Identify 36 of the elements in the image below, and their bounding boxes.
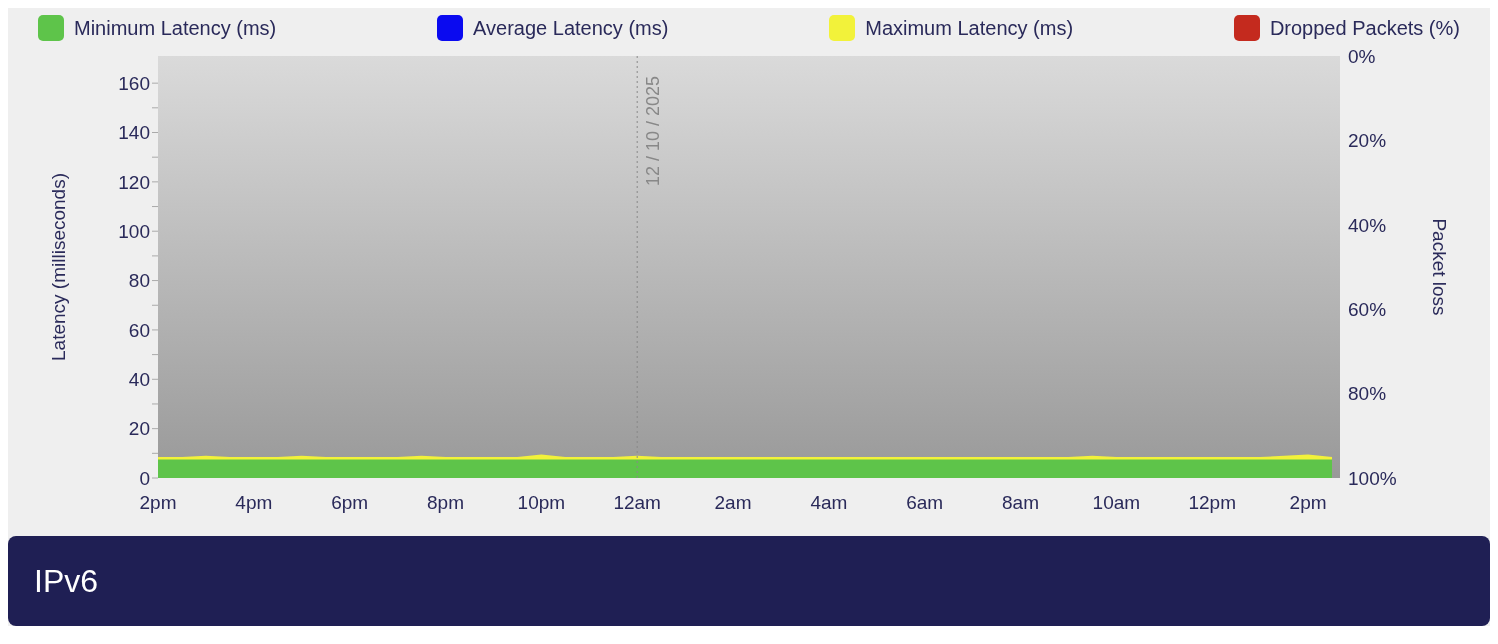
y-tick-label: 20: [128, 418, 150, 440]
y-tick-label: 140: [118, 122, 150, 144]
y-tick-label: 60: [128, 319, 150, 341]
x-tick-label: 4pm: [235, 492, 273, 514]
y-tick-label: 0: [139, 467, 150, 489]
y2-tick-label: 0%: [1348, 45, 1376, 67]
x-tick-label: 10am: [1092, 492, 1141, 514]
legend-label: Average Latency (ms): [473, 16, 669, 40]
y2-tick-label: 100%: [1348, 467, 1397, 489]
y2-tick-label: 40%: [1348, 214, 1387, 236]
y2-tick-label: 20%: [1348, 130, 1387, 152]
x-tick-label: 8am: [1002, 492, 1040, 514]
legend-label: Dropped Packets (%): [1269, 16, 1460, 40]
x-tick-label: 8pm: [427, 492, 464, 514]
x-tick-label: 12am: [613, 492, 661, 514]
y2-axis-title: Packet loss: [1429, 218, 1451, 316]
x-tick-label: 2pm: [139, 492, 177, 514]
ref-line-label: 12 / 10 / 2025: [643, 76, 664, 187]
x-tick-label: 10pm: [517, 492, 566, 514]
x-tick-label: 12pm: [1188, 492, 1236, 514]
y-tick-label: 80: [128, 270, 150, 292]
legend-label: Minimum Latency (ms): [74, 16, 277, 40]
y-axis-title: Latency (milliseconds): [47, 173, 69, 361]
x-tick-label: 4am: [810, 492, 848, 514]
x-tick-label: 6am: [906, 492, 944, 514]
y2-tick-label: 60%: [1348, 298, 1387, 320]
y-tick-label: 120: [118, 171, 150, 193]
x-tick-label: 6pm: [331, 492, 369, 514]
y-tick-label: 40: [128, 369, 150, 391]
legend-label: Maximum Latency (ms): [865, 16, 1074, 40]
y-tick-label: 100: [118, 220, 150, 242]
y-tick-label: 160: [118, 72, 150, 94]
text: IPv6: [34, 562, 99, 600]
x-tick-label: 2pm: [1289, 492, 1327, 514]
x-tick-label: 2am: [714, 492, 752, 514]
y2-tick-label: 80%: [1348, 383, 1387, 405]
